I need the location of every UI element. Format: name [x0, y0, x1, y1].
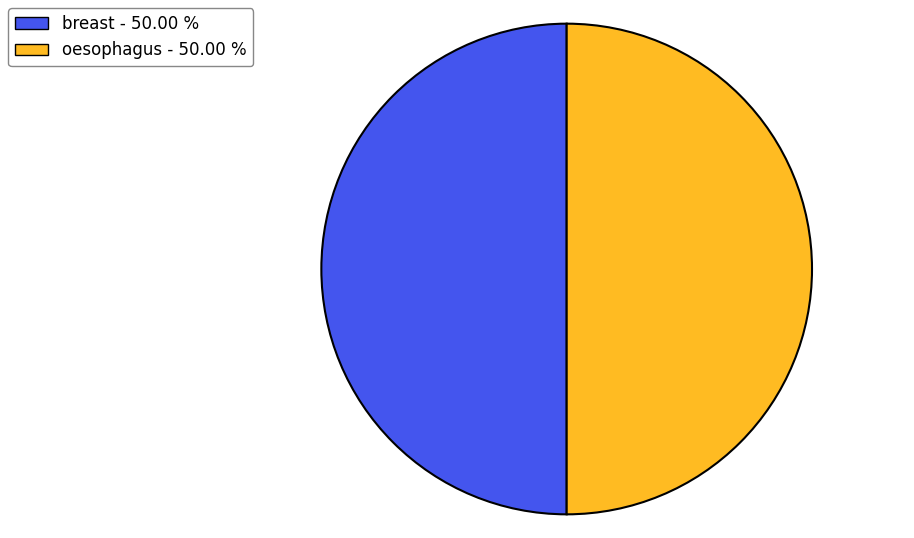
Wedge shape [322, 24, 567, 514]
Legend: breast - 50.00 %, oesophagus - 50.00 %: breast - 50.00 %, oesophagus - 50.00 % [8, 8, 253, 66]
Wedge shape [567, 24, 812, 514]
